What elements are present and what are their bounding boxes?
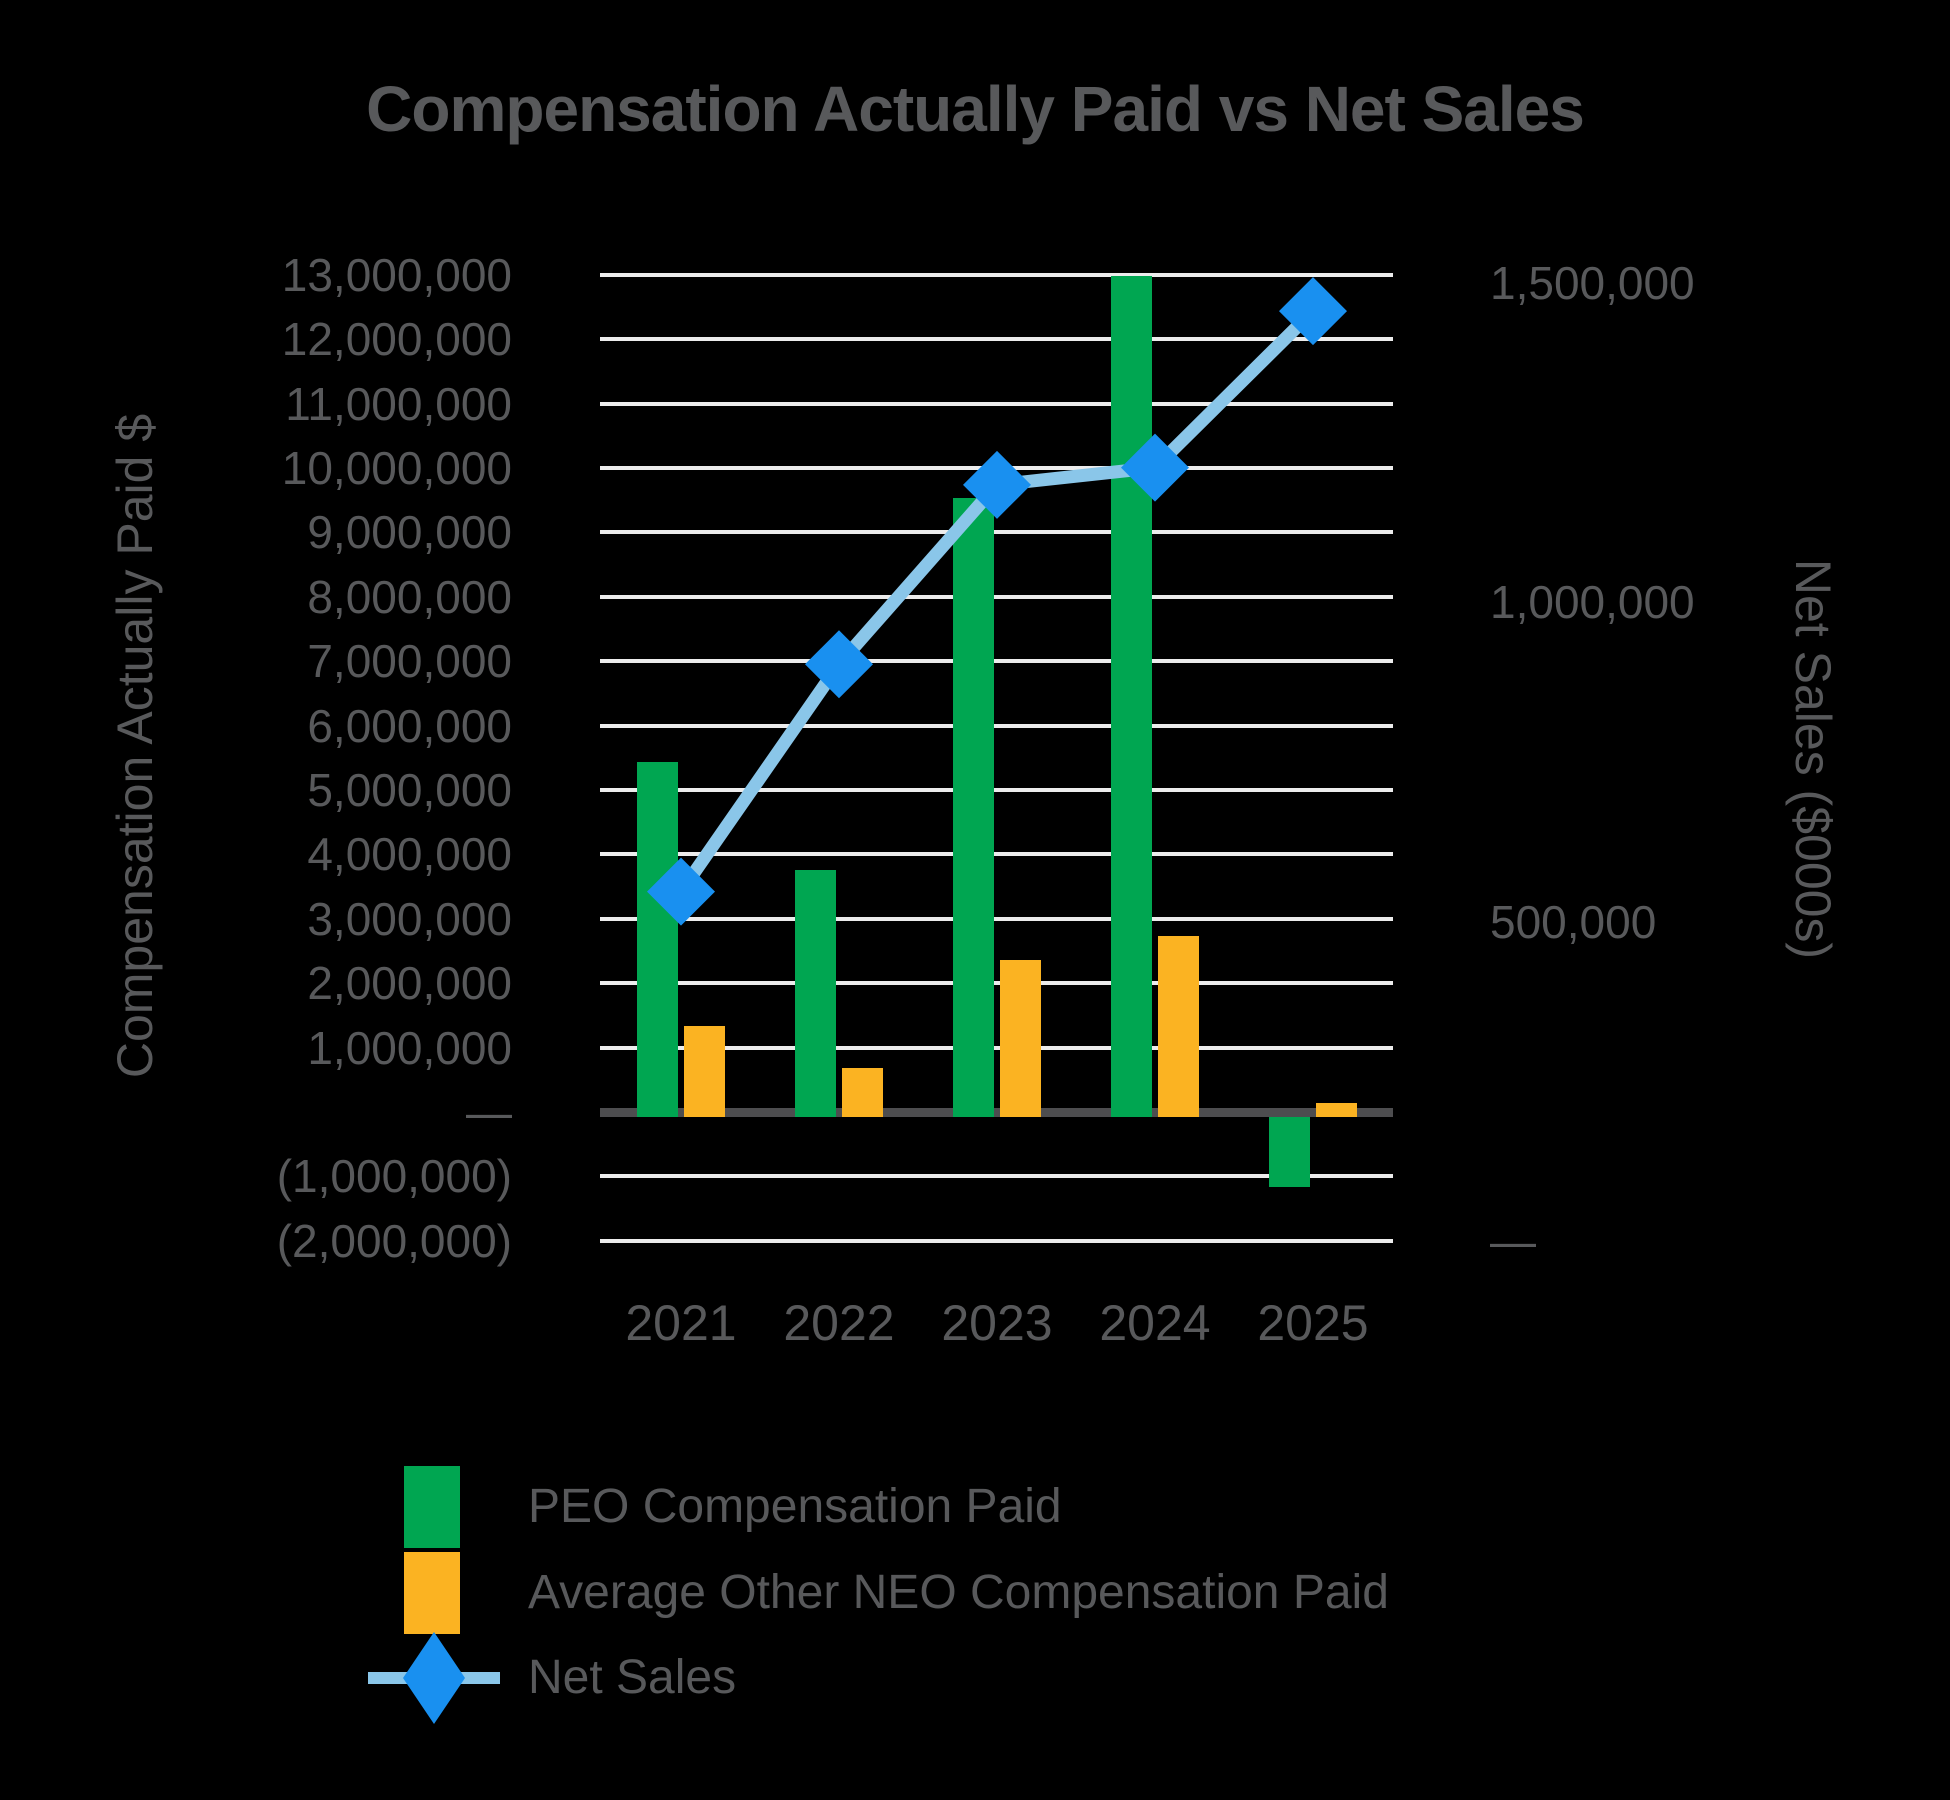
left-tick-8,000,000: 8,000,000 [307, 570, 512, 623]
left-tick-13,000,000: 13,000,000 [281, 248, 512, 301]
right-tick-1,500,000: 1,500,000 [1490, 257, 1695, 309]
neo-bar-2022 [842, 1068, 883, 1117]
gridline-6,000,000 [600, 723, 1393, 728]
neo-bar-2024 [1158, 936, 1199, 1117]
gridline-2,000,000 [600, 981, 1393, 986]
neo-bar-2025 [1316, 1102, 1357, 1117]
x-label-2021: 2021 [625, 1295, 737, 1351]
left-tick-3,000,000: 3,000,000 [307, 892, 512, 945]
net-sales-line [675, 306, 1318, 896]
right-tick-1,000,000: 1,000,000 [1490, 576, 1695, 629]
legend-label-netsales: Net Sales [528, 1651, 737, 1704]
net-sales-point-2025 [1279, 277, 1347, 346]
peo-bar-2025 [1269, 1117, 1310, 1187]
left-tick-11,000,000: 11,000,000 [285, 377, 512, 430]
peo-bar-2021 [637, 762, 678, 1117]
legend-label-neo: Average Other NEO Compensation Paid [528, 1566, 1389, 1619]
left-tick-—: — [466, 1086, 512, 1138]
right-tick-500,000: 500,000 [1490, 895, 1657, 948]
left-tick-10,000,000: 10,000,000 [281, 442, 512, 494]
net-sales-point-2024 [1121, 433, 1189, 502]
peo-bar-2022 [795, 869, 836, 1117]
left-tick-(1,000,000): (1,000,000) [276, 1150, 512, 1203]
left-tick-9,000,000: 9,000,000 [307, 506, 512, 559]
net-sales-point-2021 [647, 857, 715, 926]
gridline-5,000,000 [600, 788, 1393, 792]
left-tick-6,000,000: 6,000,000 [307, 699, 512, 752]
left-tick-12,000,000: 12,000,000 [281, 313, 512, 366]
neo-bar-2021 [684, 1025, 725, 1117]
chart-title: Compensation Actually Paid vs Net Sales [366, 73, 1585, 145]
gridline-(1,000,000) [600, 1174, 1393, 1179]
net-sales-point-2022 [805, 630, 873, 699]
gridline-7,000,000 [600, 659, 1393, 664]
gridline-4,000,000 [600, 852, 1393, 857]
gridline-8,000,000 [600, 594, 1393, 599]
gridline-(2,000,000) [600, 1238, 1393, 1243]
right-tick-—: — [1490, 1215, 1536, 1267]
x-label-2023: 2023 [941, 1295, 1053, 1351]
left-tick-2,000,000: 2,000,000 [307, 957, 512, 1010]
net-sales-point-2023 [963, 450, 1031, 519]
x-label-2022: 2022 [783, 1295, 895, 1351]
left-tick-1,000,000: 1,000,000 [307, 1021, 512, 1074]
x-label-2024: 2024 [1099, 1295, 1211, 1351]
peo-bar-2023 [953, 498, 994, 1117]
legend-label-peo: PEO Compensation Paid [528, 1480, 1062, 1533]
peo-bar-2024 [1111, 276, 1152, 1117]
legend-swatch-peo [404, 1466, 460, 1548]
left-tick-4,000,000: 4,000,000 [307, 828, 512, 881]
left-tick-7,000,000: 7,000,000 [307, 635, 512, 688]
zero-axis-line [600, 1108, 1393, 1117]
left-tick-5,000,000: 5,000,000 [307, 764, 512, 816]
gridline-3,000,000 [600, 916, 1393, 921]
gridline-9,000,000 [600, 530, 1393, 535]
gridline-13,000,000 [600, 272, 1393, 277]
legend-swatch-neo [404, 1552, 460, 1634]
gridline-11,000,000 [600, 401, 1393, 406]
gridline-12,000,000 [600, 337, 1393, 342]
left-tick-(2,000,000): (2,000,000) [276, 1214, 512, 1267]
x-label-2025: 2025 [1257, 1295, 1369, 1351]
legend-net-sales-marker-icon [368, 1632, 500, 1724]
neo-bar-2023 [1000, 960, 1041, 1117]
gridline-1,000,000 [600, 1045, 1393, 1050]
